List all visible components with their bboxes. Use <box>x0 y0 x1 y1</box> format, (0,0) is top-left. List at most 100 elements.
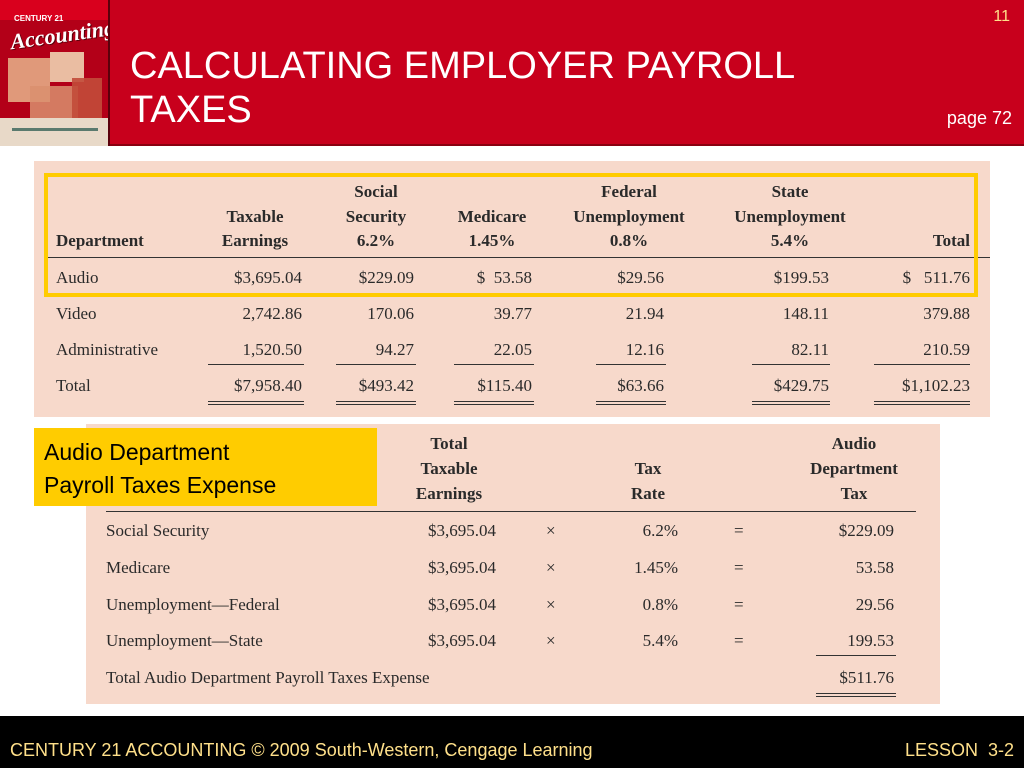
times-symbol: × <box>546 558 556 577</box>
subtotal-rule <box>454 364 534 365</box>
row-video-medicare: 39.77 <box>493 304 532 323</box>
col-header-taxable-line2: Earnings <box>221 231 289 250</box>
double-rule <box>752 401 830 402</box>
calc-row-rate: 6.2% <box>642 521 678 540</box>
calc-row-tax: 53.58 <box>855 558 894 577</box>
cover-bottom-band <box>0 118 108 146</box>
row-audio-department: Audio <box>56 268 99 287</box>
double-rule <box>816 693 896 694</box>
row-audio-taxable: $3,695.04 <box>234 268 302 287</box>
equals-symbol: = <box>734 521 744 540</box>
row-admin-ss: 94.27 <box>375 340 414 359</box>
equals-symbol: = <box>734 631 744 650</box>
double-rule <box>596 401 666 402</box>
double-rule <box>874 404 970 405</box>
row-admin-total: 210.59 <box>923 340 970 359</box>
cover-graphic-block <box>50 52 84 82</box>
calc-row-label: Unemployment—Federal <box>106 595 280 614</box>
calc-row-earnings: $3,695.04 <box>428 631 496 650</box>
cover-series-text: CENTURY 21 <box>14 14 64 23</box>
equals-symbol: = <box>734 595 744 614</box>
row-video-taxable: 2,742.86 <box>242 304 303 323</box>
calc-row-rate: 1.45% <box>634 558 678 577</box>
col-header-tax-line3: Tax <box>840 484 868 503</box>
row-total-taxable: $7,958.40 <box>234 376 302 395</box>
audio-department-callout: Audio Department Payroll Taxes Expense <box>34 428 377 506</box>
row-total-department: Total <box>56 376 91 395</box>
col-header-federal-line1: Federal <box>601 182 657 201</box>
row-total-ss: $493.42 <box>358 376 414 395</box>
callout-line2: Payroll Taxes Expense <box>44 472 277 498</box>
row-video-department: Video <box>56 304 97 323</box>
department-payroll-tax-table: Department Taxable Earnings Social Secur… <box>34 161 990 417</box>
calc-row-earnings: $3,695.04 <box>428 521 496 540</box>
slide-title: CALCULATING EMPLOYER PAYROLL TAXES <box>130 45 794 131</box>
col-header-rate-line1: Tax <box>634 459 662 478</box>
col-header-ss-line1: Social <box>354 182 398 201</box>
calc-total-value: $511.76 <box>839 668 894 687</box>
cover-bottom-line <box>12 128 98 131</box>
col-header-department: Department <box>56 231 144 250</box>
row-audio-federal: $29.56 <box>617 268 664 287</box>
row-total-total: $1,102.23 <box>902 376 970 395</box>
cover-top-strip <box>0 0 108 20</box>
row-audio-state: $199.53 <box>773 268 829 287</box>
row-total-federal: $63.66 <box>617 376 664 395</box>
textbook-cover-image: CENTURY 21 Accounting <box>0 0 110 146</box>
calc-row-earnings: $3,695.04 <box>428 558 496 577</box>
row-admin-department: Administrative <box>56 340 158 359</box>
audio-row-highlight <box>44 173 978 297</box>
calc-row-label: Social Security <box>106 521 210 540</box>
row-audio-total: $ 511.76 <box>902 268 970 287</box>
times-symbol: × <box>546 595 556 614</box>
double-rule <box>874 401 970 402</box>
double-rule <box>208 401 304 402</box>
calc-row-rate: 5.4% <box>642 631 678 650</box>
calc-row-label: Medicare <box>106 558 171 577</box>
double-rule <box>752 404 830 405</box>
calc-total-label: Total Audio Department Payroll Taxes Exp… <box>106 668 430 687</box>
col-header-earnings-line1: Total <box>430 434 468 453</box>
row-admin-medicare: 22.05 <box>493 340 532 359</box>
row-admin-federal: 12.16 <box>625 340 664 359</box>
calc-row-tax: 29.56 <box>855 595 894 614</box>
double-rule <box>454 404 534 405</box>
callout-line1: Audio Department <box>44 439 230 465</box>
subtotal-rule <box>752 364 830 365</box>
subtotal-rule <box>208 364 304 365</box>
row-video-state: 148.11 <box>782 304 829 323</box>
col-header-tax-line1: Audio <box>831 434 877 453</box>
col-header-ss-line2: Security <box>345 207 407 226</box>
calc-row-label: Unemployment—State <box>106 631 263 650</box>
row-admin-taxable: 1,520.50 <box>242 340 303 359</box>
subtotal-rule <box>596 364 666 365</box>
slide-footer: CENTURY 21 ACCOUNTING © 2009 South-Weste… <box>0 716 1024 768</box>
double-rule <box>208 404 304 405</box>
row-video-total: 379.88 <box>923 304 970 323</box>
row-admin-state: 82.11 <box>791 340 829 359</box>
row-audio-ss: $229.09 <box>358 268 414 287</box>
col-header-earnings-line3: Earnings <box>415 484 483 503</box>
col-header-ss-rate: 6.2% <box>356 231 396 250</box>
calc-row-tax: $229.09 <box>838 521 894 540</box>
calc-row-tax: 199.53 <box>847 631 894 650</box>
times-symbol: × <box>546 631 556 650</box>
double-rule <box>336 401 416 402</box>
col-header-tax-line2: Department <box>810 459 898 478</box>
subtotal-rule <box>816 655 896 656</box>
double-rule <box>816 696 896 697</box>
subtotal-rule <box>874 364 970 365</box>
row-audio-medicare: $ 53.58 <box>476 268 532 287</box>
double-rule <box>596 404 666 405</box>
col-header-federal-line2: Unemployment <box>573 207 685 226</box>
footer-lesson-number: LESSON 3-2 <box>904 740 1014 760</box>
col-header-state-line2: Unemployment <box>734 207 846 226</box>
slide-number: 11 <box>993 8 1010 25</box>
header-divider <box>106 511 916 512</box>
row-video-ss: 170.06 <box>367 304 414 323</box>
calc-row-rate: 0.8% <box>642 595 678 614</box>
double-rule <box>454 401 534 402</box>
col-header-medicare-rate: 1.45% <box>468 231 516 250</box>
row-video-federal: 21.94 <box>625 304 664 323</box>
times-symbol: × <box>546 521 556 540</box>
